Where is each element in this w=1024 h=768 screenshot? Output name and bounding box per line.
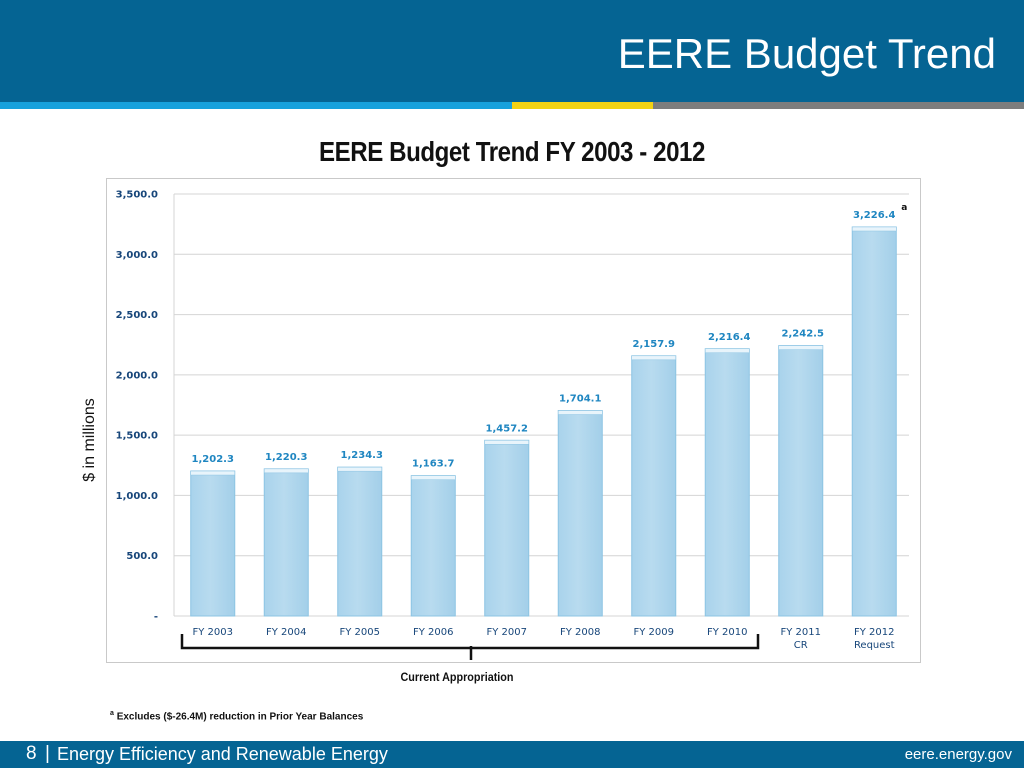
chart-title: EERE Budget Trend FY 2003 - 2012	[319, 136, 705, 167]
bar	[190, 470, 236, 617]
data-label: 1,234.3	[341, 450, 383, 461]
bracket-label: Current Appropriation	[400, 670, 514, 684]
page-number: 8	[26, 743, 37, 764]
header-stripe-gray	[653, 102, 1024, 109]
bar	[631, 355, 677, 617]
footer-website[interactable]: eere.energy.gov	[904, 746, 1012, 763]
x-tick-label: FY 2005	[340, 627, 381, 638]
budget-bar-chart: - 500.0 1,000.0 1,500.0 2,000.0 2,500.0 3,000.…	[116, 190, 909, 660]
footnote-marker: a	[110, 710, 114, 717]
data-label: 1,704.1	[559, 394, 601, 405]
data-label: 1,220.3	[265, 452, 307, 463]
footer-org-name: Energy Efficiency and Renewable Energy	[57, 744, 388, 764]
data-label: 2,242.5	[782, 329, 824, 340]
y-axis-label-text: $ in millions	[81, 398, 98, 482]
bar	[704, 348, 750, 617]
y-tick-label: 3,500.0	[116, 190, 158, 201]
bar	[337, 466, 383, 617]
bar-cap	[631, 355, 676, 361]
bar-cap	[411, 475, 456, 480]
slide-footer: 8 | Energy Efficiency and Renewable Ener…	[0, 741, 1024, 768]
footnote-text: Excludes ($-26.4M) reduction in Prior Ye…	[116, 711, 364, 723]
data-label: 2,216.4	[708, 332, 750, 343]
x-tick-label: FY 2011	[781, 627, 822, 638]
data-label: 1,202.3	[192, 454, 234, 465]
x-tick-label: Request	[854, 640, 895, 651]
appropriation-bracket	[180, 634, 760, 660]
footnote: a Excludes ($-26.4M) reduction in Prior …	[110, 710, 363, 722]
bar	[484, 439, 530, 617]
x-tick-label: FY 2007	[487, 627, 528, 638]
y-tick-label: 2,500.0	[116, 310, 158, 321]
x-tick-label: FY 2006	[413, 627, 454, 638]
bar-cap	[558, 410, 603, 415]
data-label: 1,163.7	[412, 459, 454, 470]
y-tick-label: 3,000.0	[116, 250, 158, 261]
x-tick-label: FY 2009	[634, 627, 675, 638]
slide-header: EERE Budget Trend	[0, 0, 1024, 102]
x-tick-label: FY 2012	[854, 627, 895, 638]
bar-cap	[778, 345, 823, 350]
x-tick-label: FY 2008	[560, 627, 601, 638]
x-tick-label: FY 2004	[266, 627, 307, 638]
bar-cap	[484, 440, 529, 445]
data-label: 3,226.4	[853, 210, 895, 221]
bar-cap	[190, 470, 235, 476]
bar	[263, 468, 309, 617]
x-tick-label: FY 2010	[707, 627, 748, 638]
y-tick-label: -	[154, 612, 158, 623]
y-tick-label: 500.0	[126, 551, 158, 562]
y-axis-label: $ in millions	[70, 380, 110, 500]
data-label: 2,157.9	[633, 339, 675, 350]
bar-cap	[337, 466, 382, 472]
footer-separator: |	[45, 743, 50, 764]
slide-title: EERE Budget Trend	[617, 30, 996, 77]
bar-cap	[705, 348, 750, 354]
y-tick-label: 2,000.0	[116, 370, 158, 381]
header-stripe-blue	[0, 102, 512, 109]
bar-cap	[264, 468, 309, 474]
bar	[410, 475, 456, 617]
bar-cap	[852, 226, 897, 232]
y-tick-label: 1,500.0	[116, 431, 158, 442]
bar	[851, 226, 897, 617]
bar	[778, 345, 824, 617]
header-stripe-yellow	[512, 102, 653, 109]
x-tick-label: FY 2003	[193, 627, 234, 638]
bar	[557, 410, 603, 617]
footnote-marker-label: a	[901, 203, 907, 213]
data-label: 1,457.2	[486, 423, 528, 434]
y-tick-label: 1,000.0	[116, 491, 158, 502]
x-tick-label: CR	[794, 640, 808, 651]
